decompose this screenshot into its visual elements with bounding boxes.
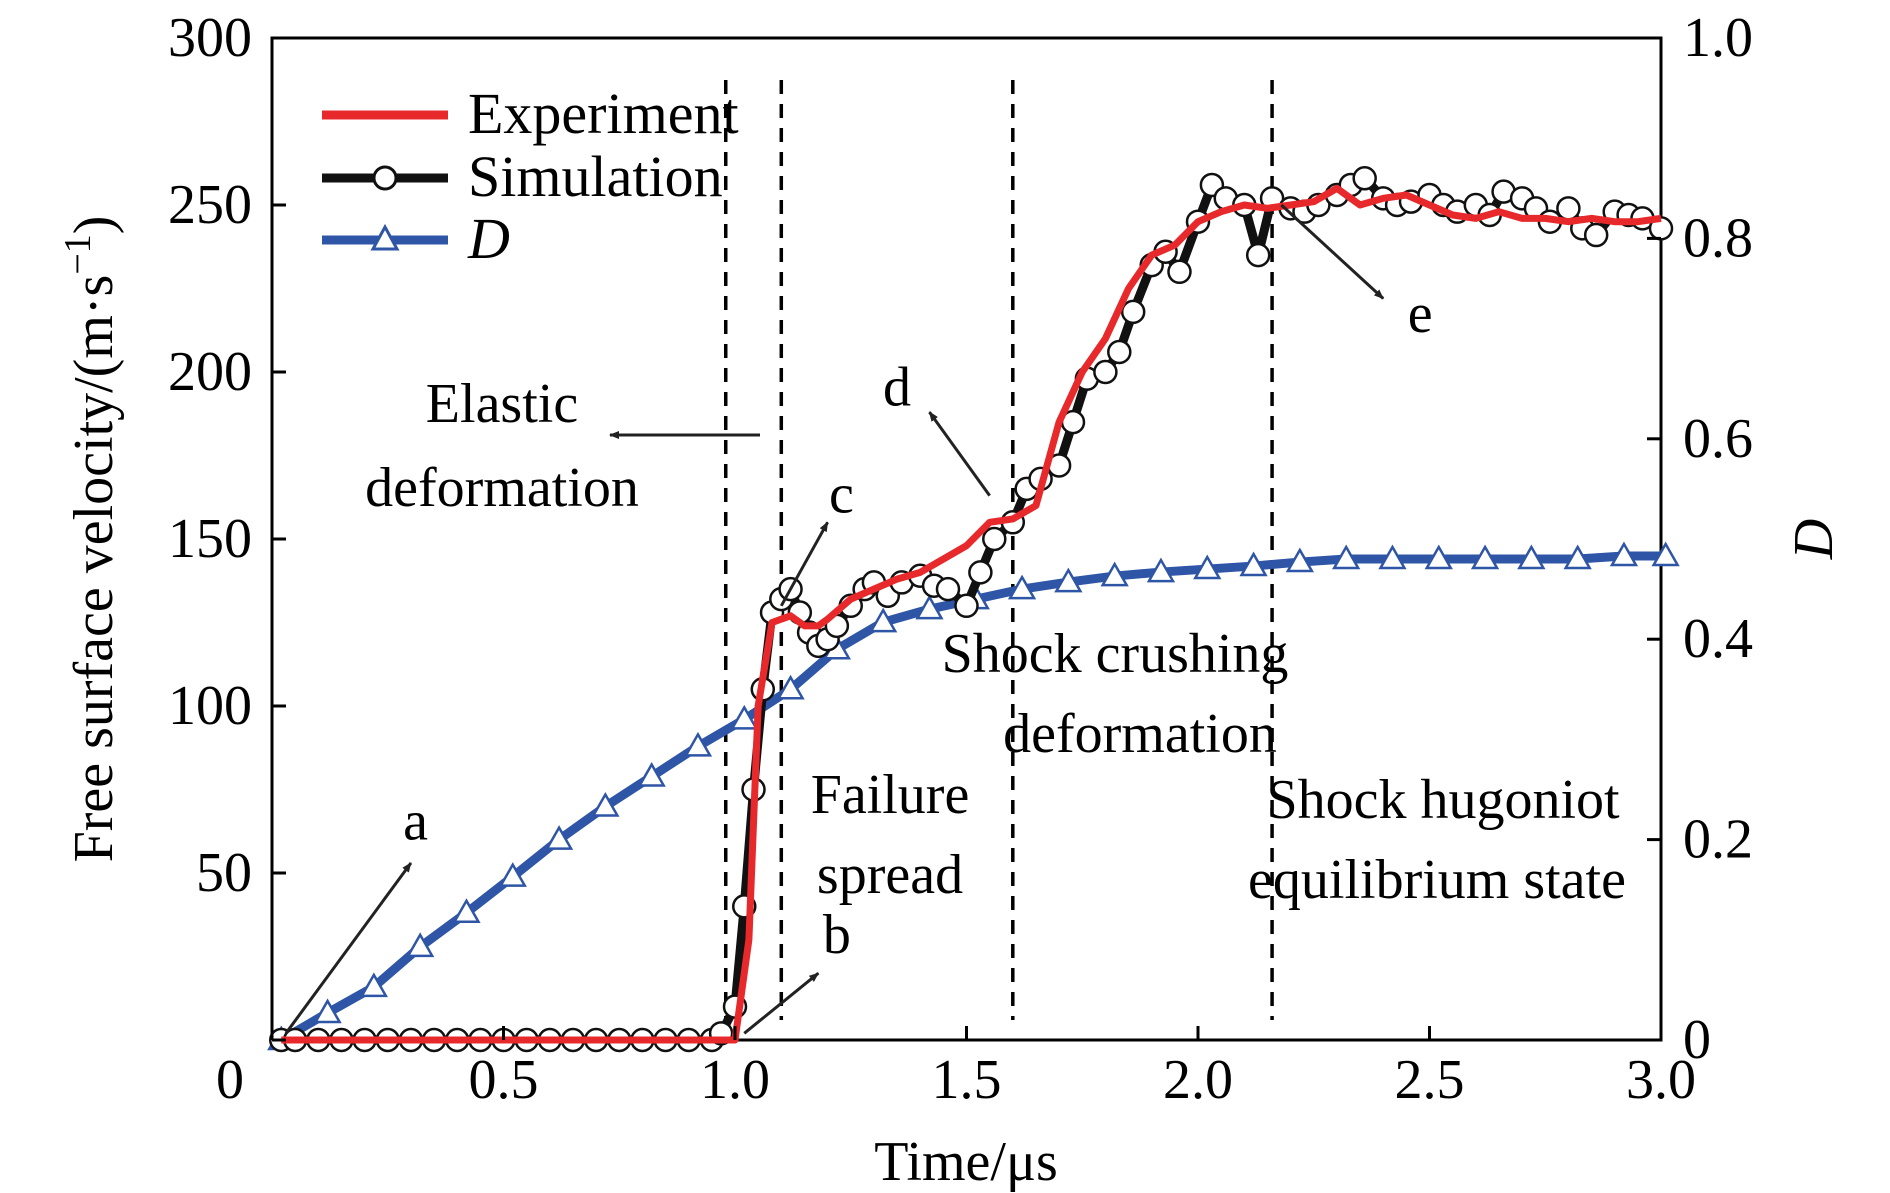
svg-text:deformation: deformation	[365, 457, 639, 519]
annotation-label-b: b	[823, 904, 851, 966]
data-point	[1470, 544, 1500, 570]
data-point	[1583, 222, 1609, 248]
svg-text:spread: spread	[817, 844, 963, 906]
data-point	[1285, 547, 1315, 573]
svg-text:Experiment: Experiment	[468, 81, 739, 146]
series-line-experiment	[281, 184, 1662, 1044]
data-point	[683, 731, 713, 757]
y-left-axis-title: Free surface velocity/(m·s−1)	[57, 216, 125, 863]
data-point	[406, 932, 435, 958]
svg-text:Shock crushing: Shock crushing	[942, 623, 1289, 685]
region-label-shock-hugoniot: Shock hugoniot equilibrium state	[1248, 769, 1626, 911]
annotation-arrow-c	[779, 521, 829, 607]
series-experiment	[281, 184, 1662, 1044]
y-right-tick-label: 0	[1683, 1009, 1711, 1071]
y-left-tick-label: 100	[168, 675, 252, 737]
region-label-failure: Failure spread	[811, 764, 970, 906]
region-label-elastic: Elastic deformation	[365, 373, 639, 519]
region-label-shock-crushing: Shock crushing deformation	[942, 623, 1289, 765]
data-point	[982, 526, 1007, 552]
data-point	[1120, 299, 1146, 325]
data-point	[1651, 541, 1680, 567]
data-point	[1193, 554, 1222, 580]
data-point	[1424, 544, 1453, 570]
data-point	[1007, 574, 1037, 600]
data-point	[935, 576, 961, 602]
y-right-tick-label: 1.0	[1683, 7, 1753, 69]
data-point	[1100, 561, 1129, 587]
x-tick-label: 0	[216, 1049, 244, 1111]
y-right-tick-label: 0.2	[1683, 809, 1753, 871]
y-left-tick-label: 50	[196, 842, 252, 904]
y-left-axis-exponent: −1	[57, 234, 99, 274]
x-tick-label: 3.0	[1626, 1049, 1696, 1111]
y-right-tick-label: 0.8	[1683, 207, 1753, 269]
data-point	[1556, 196, 1581, 221]
y-left-tick-label: 250	[168, 174, 252, 236]
annotation-label-d: d	[883, 356, 911, 418]
data-point	[1352, 166, 1377, 191]
legend-entry-simulation: Simulation	[322, 144, 723, 209]
y-right-tick-label: 0.4	[1683, 608, 1753, 670]
data-point	[968, 560, 993, 585]
x-tick-label: 1.0	[700, 1049, 770, 1111]
annotation-label-c: c	[829, 463, 854, 525]
legend-entry-experiment: Experiment	[322, 81, 739, 146]
y-left-tick-label: 200	[168, 341, 252, 403]
annotation-arrow-e	[1280, 203, 1385, 300]
x-tick-label: 1.5	[932, 1049, 1002, 1111]
data-point	[1146, 557, 1176, 583]
data-point	[776, 674, 805, 700]
x-tick-label: 0.5	[469, 1049, 539, 1111]
annotation-label-a: a	[403, 791, 428, 853]
data-point	[544, 825, 574, 850]
x-tick-label: 2.0	[1163, 1049, 1233, 1111]
data-point	[637, 761, 666, 787]
annotation-arrow-d	[928, 411, 991, 497]
data-point	[1332, 544, 1361, 570]
x-axis-title: Time/μs	[874, 1131, 1058, 1193]
annotation-label-e: e	[1408, 283, 1433, 345]
y-right-axis-title: D	[1783, 519, 1845, 560]
svg-text:Failure: Failure	[811, 764, 970, 826]
data-point	[1107, 339, 1132, 365]
data-point	[1167, 259, 1192, 285]
data-point	[1563, 544, 1592, 570]
annotation-arrow-a	[284, 862, 413, 1035]
svg-text:equilibrium state: equilibrium state	[1248, 849, 1626, 911]
data-point	[498, 862, 527, 887]
svg-text:Shock hugoniot: Shock hugoniot	[1266, 769, 1620, 831]
svg-text:deformation: deformation	[1003, 703, 1277, 765]
data-point	[915, 594, 944, 620]
data-point	[869, 607, 898, 633]
data-point	[1609, 541, 1639, 567]
data-point	[452, 898, 481, 923]
data-point	[1517, 544, 1546, 570]
data-point	[1093, 359, 1118, 385]
y-left-tick-label: 300	[168, 7, 252, 69]
data-point	[730, 704, 759, 730]
legend: Experiment Simulation D	[322, 81, 739, 271]
data-point	[1245, 242, 1271, 268]
series-simulation	[269, 166, 1674, 1053]
data-point	[954, 593, 979, 619]
y-right-tick-label: 0.6	[1683, 408, 1753, 470]
data-point	[1239, 551, 1268, 577]
data-point	[313, 998, 342, 1024]
svg-text:Elastic: Elastic	[426, 373, 578, 435]
svg-text:Simulation: Simulation	[468, 144, 723, 209]
y-left-tick-label: 150	[168, 508, 252, 570]
svg-text:D: D	[467, 206, 510, 271]
data-point	[1054, 567, 1083, 593]
data-point	[591, 792, 620, 817]
data-point	[1378, 544, 1407, 570]
data-point	[359, 972, 389, 998]
legend-entry-d: D	[322, 206, 510, 271]
annotation-arrow-b	[743, 972, 820, 1035]
x-tick-label: 2.5	[1395, 1049, 1465, 1111]
